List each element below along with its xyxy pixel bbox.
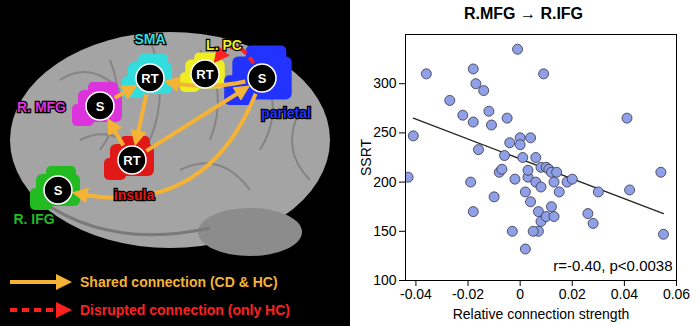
- svg-text:S: S: [96, 99, 105, 114]
- svg-text:-0.02: -0.02: [452, 286, 484, 302]
- svg-text:RT: RT: [196, 67, 213, 82]
- svg-text:SSRT: SSRT: [358, 139, 374, 177]
- svg-text:-0.04: -0.04: [400, 286, 432, 302]
- svg-text:SMA: SMA: [134, 31, 165, 47]
- svg-text:insula: insula: [114, 187, 155, 203]
- svg-text:200: 200: [373, 174, 397, 190]
- svg-text:300: 300: [373, 75, 397, 91]
- svg-text:0.02: 0.02: [559, 286, 586, 302]
- svg-text:RT: RT: [141, 71, 158, 86]
- svg-text:R. IFG: R. IFG: [13, 211, 54, 227]
- html-text:R.MFG → R.IFG: R.MFG → R.IFG: [463, 5, 583, 22]
- svg-text:250: 250: [373, 124, 397, 140]
- svg-text:Shared connection (CD & HC): Shared connection (CD & HC): [80, 274, 278, 290]
- svg-text:S: S: [258, 71, 267, 86]
- svg-text:RT: RT: [123, 153, 140, 168]
- svg-text:0: 0: [516, 286, 524, 302]
- svg-text:150: 150: [373, 223, 397, 239]
- svg-text:parietal: parietal: [261, 105, 311, 121]
- svg-text:L. PC: L. PC: [206, 37, 242, 53]
- svg-text:S: S: [54, 183, 63, 198]
- svg-text:Disrupted connection (only HC): Disrupted connection (only HC): [80, 302, 290, 318]
- svg-text:0.06: 0.06: [663, 286, 690, 302]
- svg-text:R. MFG: R. MFG: [17, 99, 66, 115]
- svg-text:0.04: 0.04: [611, 286, 638, 302]
- svg-text:100: 100: [373, 272, 397, 288]
- svg-text:Relative connection strength: Relative connection strength: [453, 306, 630, 322]
- svg-text:r=-0.40, p<0.0038: r=-0.40, p<0.0038: [553, 257, 672, 274]
